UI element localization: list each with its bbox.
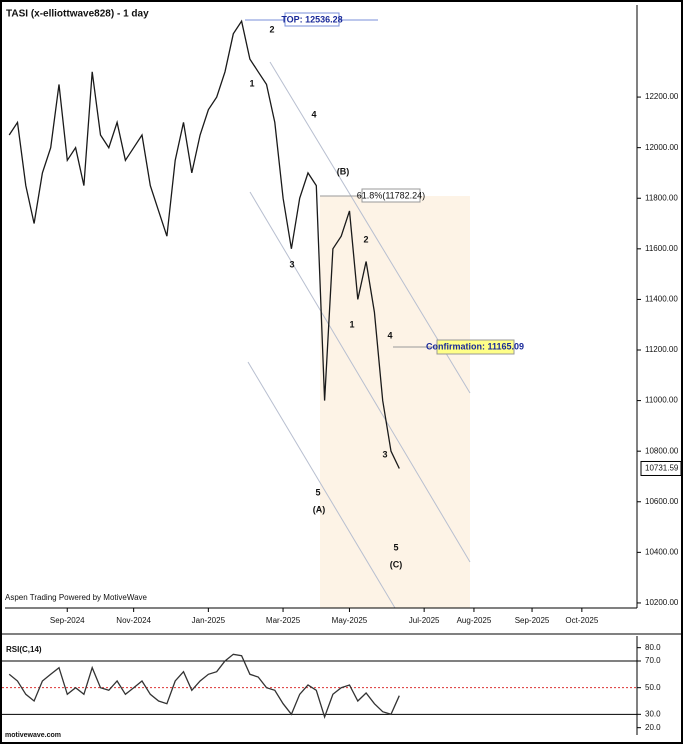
y-tick-label: 11600.00 [645,244,678,253]
wave-label: (B) [337,166,350,176]
top-label: TOP: 12536.28 [281,14,342,24]
wave-label: 5 [315,487,320,497]
x-tick-label: May-2025 [332,616,368,625]
x-tick-label: Jan-2025 [192,616,226,625]
y-tick-label: 10200.00 [645,598,679,607]
y-tick-label: 12000.00 [645,143,679,152]
watermark: Aspen Trading Powered by MotiveWave [5,593,148,602]
price-line [8,653,400,720]
wave-label: 1 [249,78,254,88]
wave-label: 2 [269,24,274,34]
channel-line [247,361,396,609]
channel-line [269,61,471,394]
wave-label: 1 [349,319,354,329]
x-tick-label: Sep-2025 [515,616,550,625]
x-tick-label: Jul-2025 [409,616,440,625]
y-tick-label: 10400.00 [645,547,679,556]
y-tick-label: 10600.00 [645,497,679,506]
y-tick-label: 12200.00 [645,92,679,101]
price-box [640,460,682,476]
wave-label: (C) [390,559,403,569]
x-tick-label: Nov-2024 [116,616,151,625]
wave-label: 2 [363,234,368,244]
price-line [8,19,400,469]
x-tick-label: Sep-2024 [50,616,85,625]
x-tick-label: Mar-2025 [266,616,301,625]
y-tick-label: 50.0 [645,683,661,692]
y-tick-label: 70.0 [645,656,661,665]
last-price-label: 10731.59 [645,464,679,473]
x-tick-label: Aug-2025 [457,616,492,625]
channel-line [249,191,471,563]
y-tick-label: 11800.00 [645,193,678,202]
confirmation-label: Confirmation: 11165.09 [426,341,524,351]
wave-label: (A) [313,504,326,514]
wave-label: 5 [393,542,398,552]
wave-label: 4 [311,109,316,119]
y-tick-label: 30.0 [645,709,661,718]
rsi-title: RSI(C,14) [6,645,42,654]
y-tick-label: 11200.00 [645,345,678,354]
y-tick-label: 11400.00 [645,295,678,304]
wave-label: 4 [387,330,392,340]
y-tick-label: 80.0 [645,643,661,652]
fib-zone [320,196,470,608]
confirmation-box [436,339,515,355]
chart-title: TASI (x-elliottwave828) - 1 day [6,9,149,20]
fib-box [361,188,421,203]
x-tick-label: Oct-2025 [565,616,598,625]
y-tick-label: 11000.00 [645,396,678,405]
wave-label: 3 [382,449,387,459]
wave-label: 3 [289,259,294,269]
y-tick-label: 10800.00 [645,446,679,455]
y-tick-label: 20.0 [645,723,661,732]
footer: motivewave.com [5,732,61,739]
top-box [284,12,340,27]
fib-label: 61.8%(11782.24) [357,190,425,200]
